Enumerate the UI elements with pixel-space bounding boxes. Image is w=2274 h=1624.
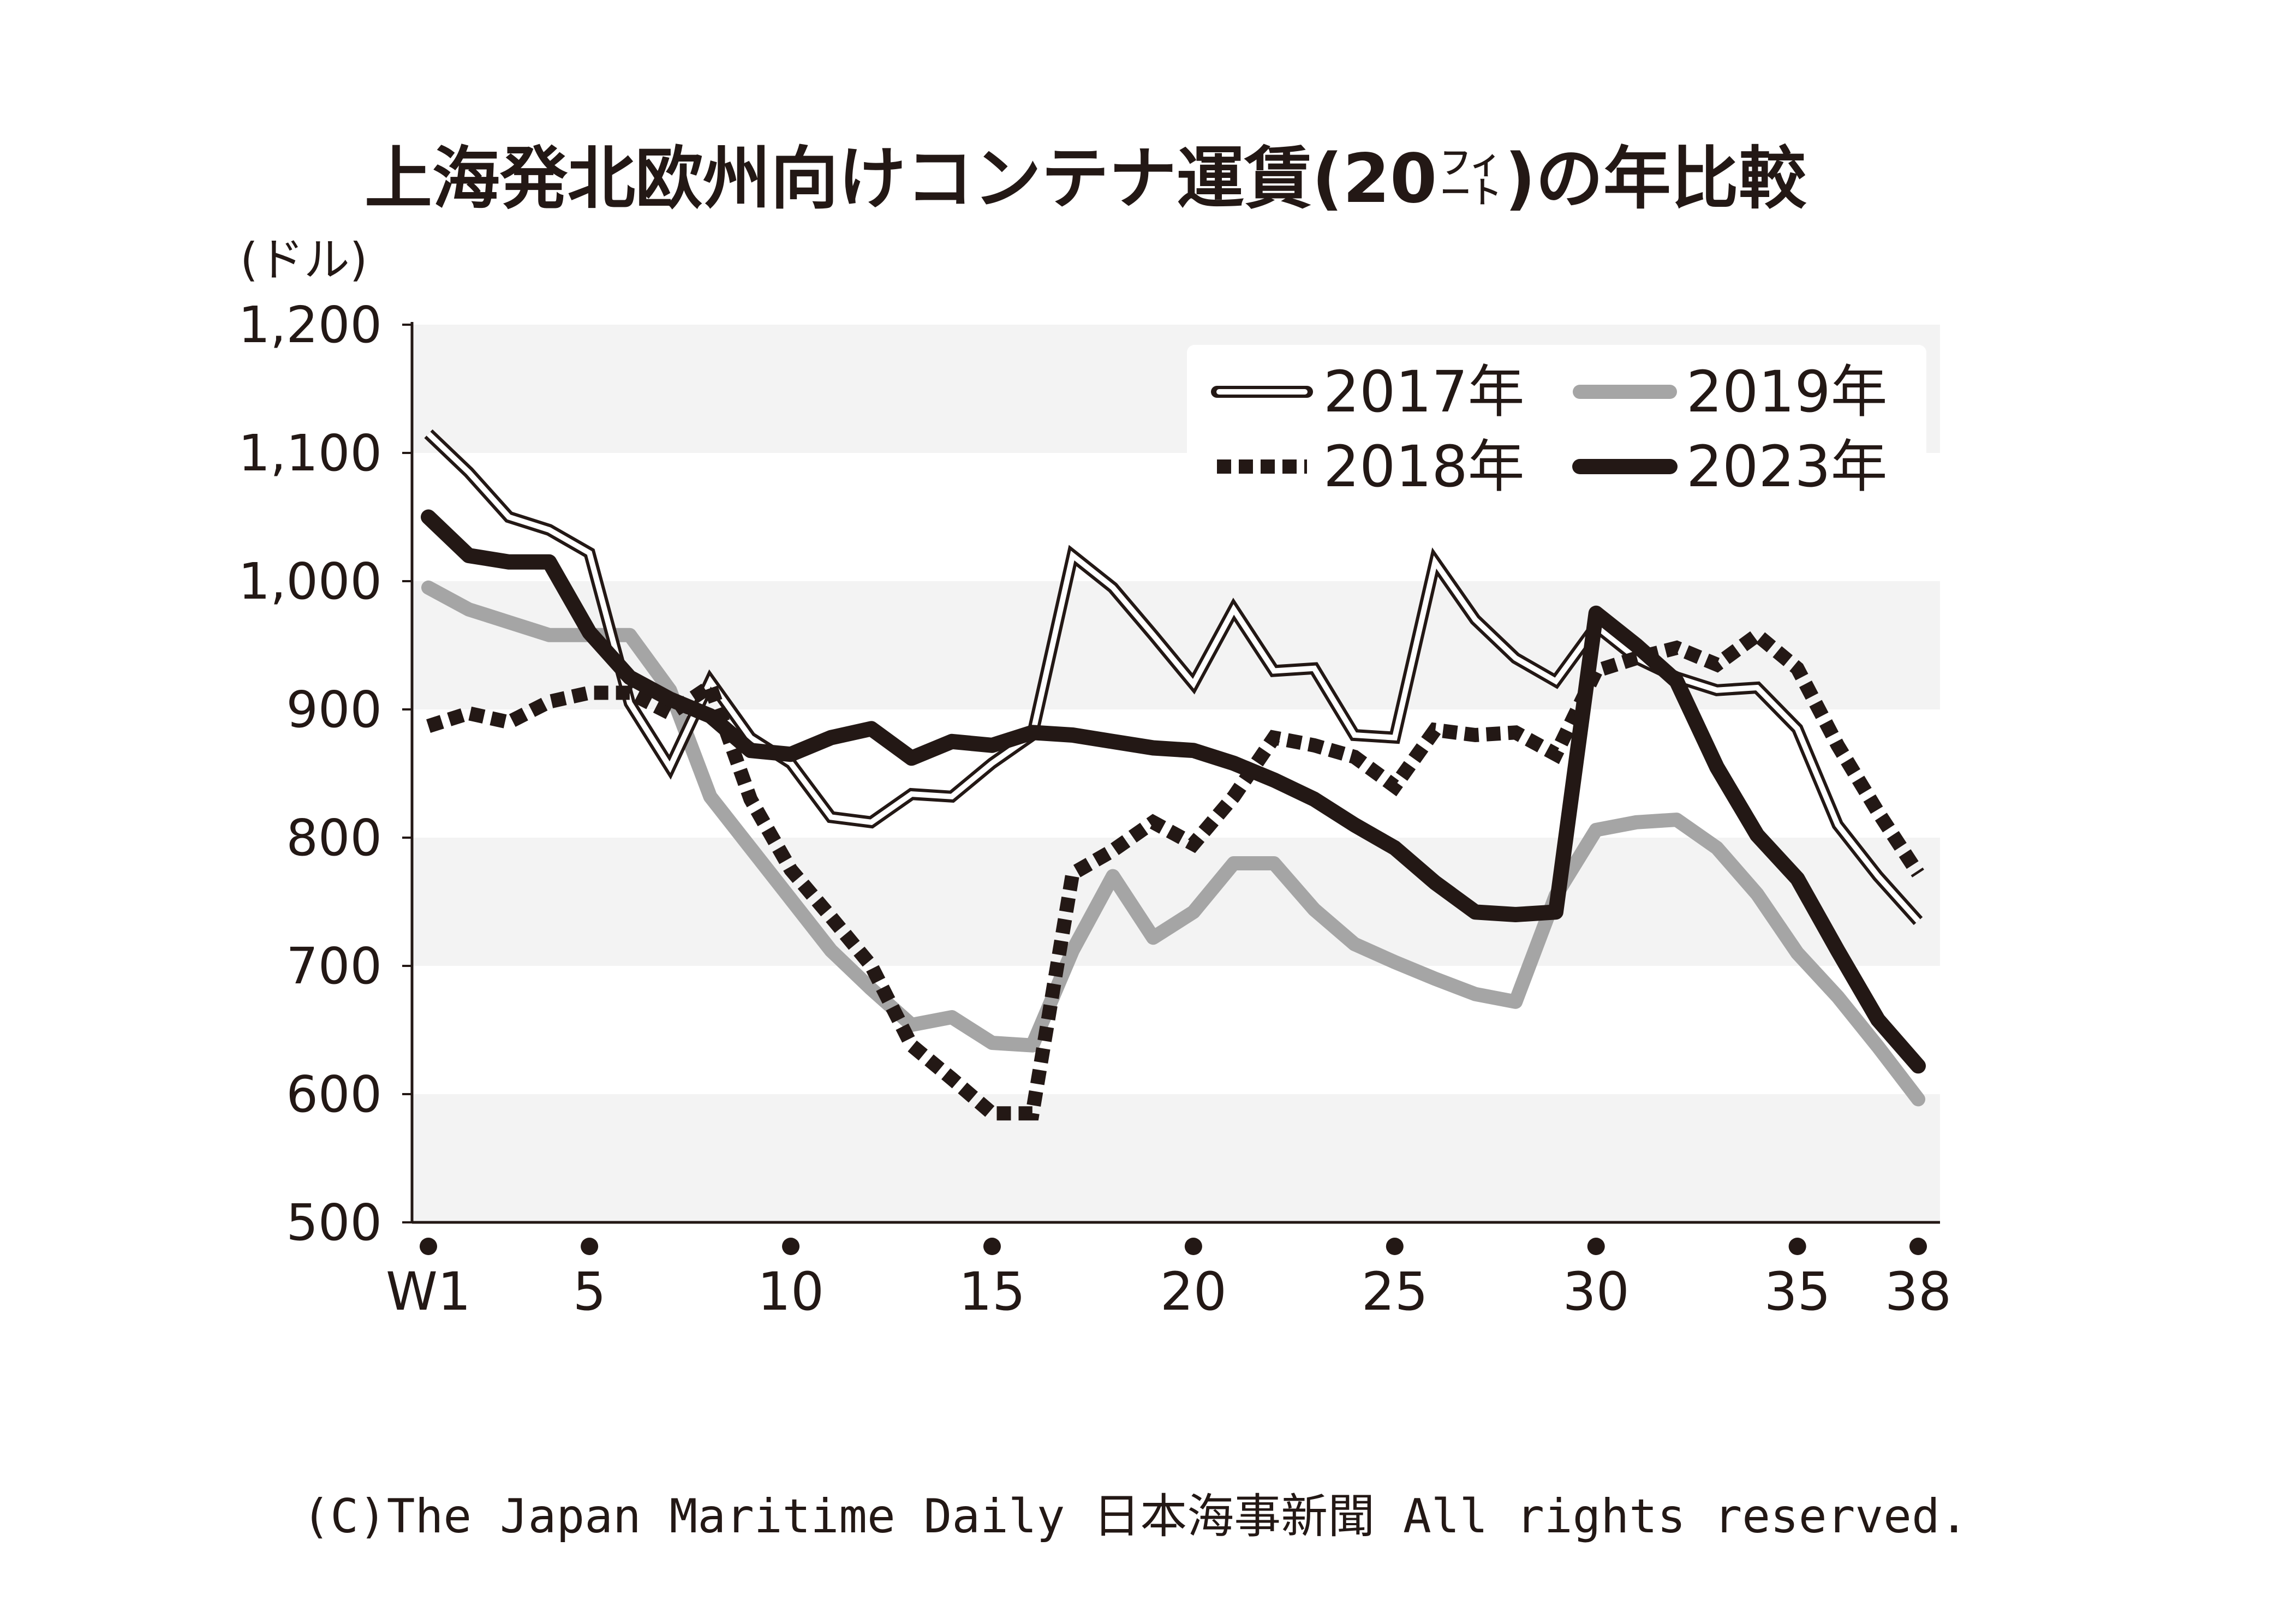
y-tick-label: 1,000 — [238, 552, 382, 611]
y-tick-label: 700 — [286, 937, 382, 995]
series-group — [421, 429, 1926, 1121]
series-line-2023 — [421, 509, 1926, 1074]
grid-band — [412, 838, 1940, 966]
legend-label: 2023年 — [1686, 433, 1888, 500]
x-tick-dot — [983, 1238, 1001, 1255]
chart-title: 上海発北欧州向けコンテナ運賃(20 フィ ート )の年比較 — [365, 140, 1807, 218]
x-tick-dot — [1386, 1238, 1404, 1255]
y-tick-label: 900 — [286, 680, 382, 739]
chart-title-end: )の年比較 — [1505, 140, 1807, 218]
x-tick-dot — [420, 1238, 437, 1255]
y-tick-label: 500 — [286, 1193, 382, 1252]
chart-title-unit-top: フィ — [1440, 146, 1501, 181]
chart-title-main: 上海発北欧州向けコンテナ運賃(20 — [365, 140, 1437, 218]
x-tick-dot — [581, 1238, 599, 1255]
chart-title-unit-bottom: ート — [1440, 175, 1501, 211]
x-tick-dot — [782, 1238, 800, 1255]
x-tick-label: 20 — [1160, 1261, 1227, 1322]
x-tick-label: 10 — [757, 1261, 824, 1322]
legend-label: 2017年 — [1323, 359, 1525, 425]
x-tick-dot — [1184, 1238, 1202, 1255]
y-tick-label: 800 — [286, 809, 382, 867]
legend: 2017年 2019年 2018年 2023年 — [1187, 345, 1926, 500]
legend-label: 2019年 — [1686, 359, 1888, 425]
y-tick-label: 600 — [286, 1065, 382, 1124]
x-axis-ticks: W1 5 10 15 20 25 30 35 38 — [386, 1238, 1951, 1322]
y-tick-label: 1,200 — [238, 296, 382, 354]
x-tick-dot — [1788, 1238, 1806, 1255]
x-tick-dot — [1909, 1238, 1927, 1255]
x-tick-label: 5 — [573, 1261, 606, 1322]
grid-band — [412, 1094, 1940, 1222]
y-axis-ticks: 500 600 700 800 900 1,000 1,100 1,200 — [238, 296, 412, 1252]
series-2023年 — [421, 509, 1926, 1074]
x-tick-label: 25 — [1362, 1261, 1428, 1322]
y-axis-label: (ドル) — [240, 233, 368, 286]
legend-label: 2018年 — [1323, 433, 1525, 500]
x-tick-label: 35 — [1764, 1261, 1831, 1322]
legend-box — [1187, 345, 1926, 492]
x-tick-dot — [1587, 1238, 1605, 1255]
x-tick-label: 30 — [1563, 1261, 1630, 1322]
y-tick-label: 1,100 — [238, 424, 382, 482]
copyright-text: (C)The Japan Maritime Daily 日本海事新聞 All r… — [302, 1489, 1968, 1544]
x-tick-label: 38 — [1885, 1261, 1951, 1322]
x-tick-label: W1 — [386, 1261, 471, 1322]
x-tick-label: 15 — [959, 1261, 1025, 1322]
